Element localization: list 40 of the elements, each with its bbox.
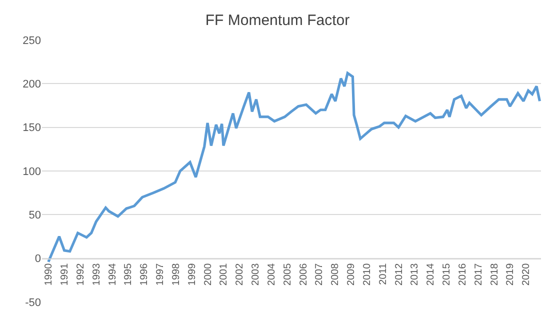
x-tick-label: 2003 bbox=[250, 262, 262, 286]
x-tick-label: 2011 bbox=[378, 262, 389, 285]
x-tick-label: 1995 bbox=[123, 262, 134, 286]
x-tick-label: 1992 bbox=[75, 262, 86, 286]
x-tick-label: 1993 bbox=[91, 262, 102, 286]
y-tick-label: 150 bbox=[22, 122, 41, 134]
x-tick-label: 2019 bbox=[505, 262, 516, 286]
x-tick-label: 2013 bbox=[410, 262, 421, 286]
x-tick-label: 2012 bbox=[394, 262, 405, 286]
x-tick-label: 2009 bbox=[346, 262, 358, 286]
x-tick-label: 2000 bbox=[202, 262, 214, 286]
x-tick-label: 2016 bbox=[457, 262, 468, 286]
x-tick-label: 2006 bbox=[298, 262, 310, 286]
y-tick-label: 50 bbox=[28, 210, 41, 222]
y-tick-label: 0 bbox=[34, 253, 41, 266]
x-tick-label: 1991 bbox=[60, 262, 71, 286]
x-tick-label: 2020 bbox=[521, 262, 532, 286]
y-tick-label: 200 bbox=[22, 78, 41, 91]
x-tick-label: 2007 bbox=[314, 262, 326, 286]
line-series bbox=[47, 72, 541, 264]
x-tick-label: 1998 bbox=[170, 262, 182, 286]
x-tick-label: 1990 bbox=[44, 262, 55, 286]
x-tick-label: 2002 bbox=[234, 262, 246, 286]
x-tick-label: 2015 bbox=[442, 262, 453, 286]
x-tick-label: 2004 bbox=[266, 262, 278, 286]
x-tick-label: 1994 bbox=[107, 262, 118, 286]
x-tick-label: 1997 bbox=[155, 262, 166, 286]
x-tick-label: 2014 bbox=[426, 262, 437, 286]
y-tick-label: 250 bbox=[22, 34, 41, 47]
y-tick-label: -50 bbox=[25, 296, 41, 309]
x-tick-label: 2018 bbox=[489, 262, 500, 286]
x-tick-label: 1999 bbox=[186, 262, 198, 286]
x-tick-label: 2005 bbox=[282, 262, 294, 286]
x-tick-label: 2017 bbox=[473, 262, 484, 286]
x-tick-label: 2010 bbox=[362, 262, 373, 286]
x-tick-label: 1996 bbox=[139, 262, 150, 286]
chart-title: FF Momentum Factor bbox=[205, 12, 350, 29]
x-tick-label: 2008 bbox=[330, 262, 342, 286]
x-tick-label: 2001 bbox=[218, 262, 230, 286]
y-tick-label: 100 bbox=[22, 166, 41, 178]
